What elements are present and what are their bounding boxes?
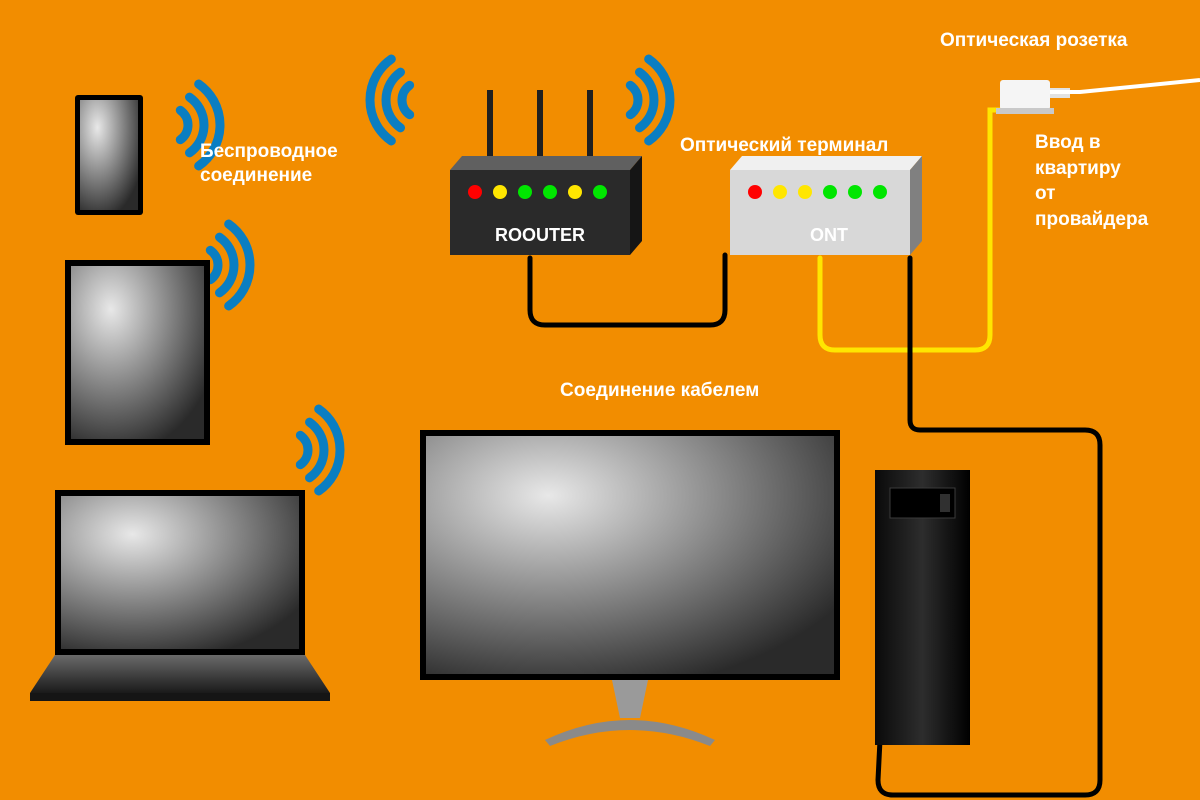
ont-label: ONT — [810, 225, 848, 246]
router-label: ROOUTER — [495, 225, 585, 246]
label-optical-socket: Оптическая розетка — [940, 30, 1127, 52]
phone-icon — [75, 95, 143, 215]
label-optical-terminal: Оптический терминал — [680, 135, 888, 157]
label-cable-connection: Соединение кабелем — [560, 380, 759, 402]
network-diagram: Оптическая розетка Ввод в квартиру от про… — [0, 0, 1200, 800]
pc-tower-icon — [875, 470, 970, 745]
cable-router-ont — [530, 255, 725, 325]
wifi-icon — [630, 59, 670, 141]
label-provider-input: Ввод в квартиру от провайдера — [1035, 130, 1148, 233]
wifi-icon — [300, 409, 340, 491]
label-wireless-connection: Беспроводное соединение — [200, 140, 338, 188]
wifi-icon — [210, 224, 250, 306]
laptop-icon — [30, 490, 330, 701]
optical-socket-icon — [996, 80, 1070, 114]
monitor-icon — [420, 430, 840, 746]
cable-fiber-input — [1050, 80, 1200, 92]
tablet-icon — [65, 260, 210, 445]
wifi-icon — [370, 59, 410, 141]
